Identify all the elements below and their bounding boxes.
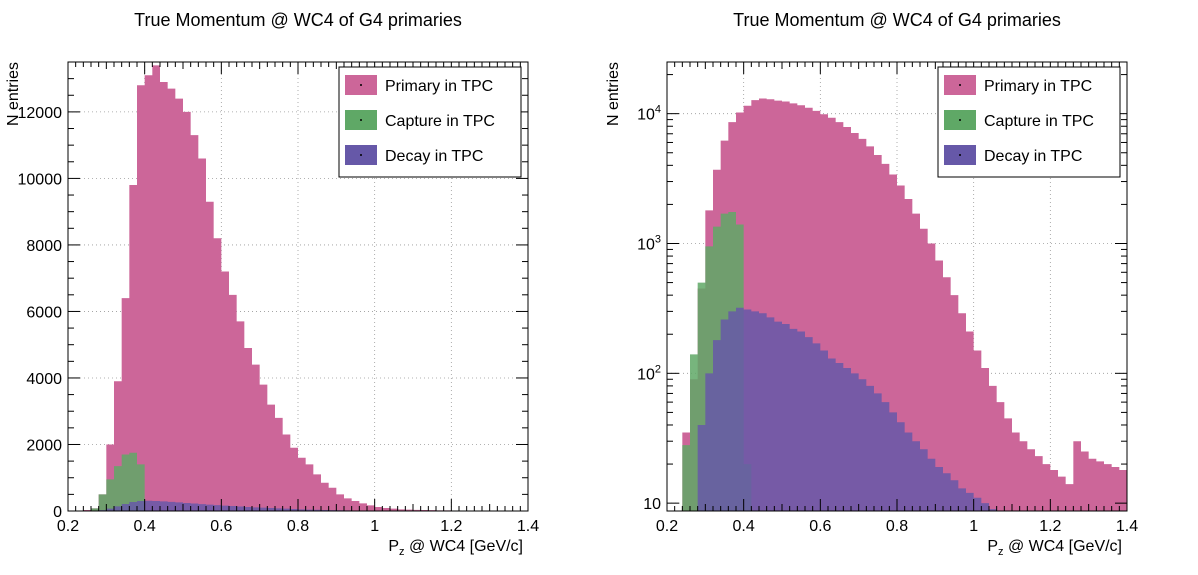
y-tick-label: 102 bbox=[637, 363, 661, 383]
x-tick-label: 1.4 bbox=[1116, 518, 1138, 535]
y-tick-label: 10000 bbox=[18, 171, 63, 188]
panel-log: True Momentum @ WC4 of G4 primaries 0.2 0… bbox=[605, 10, 1138, 558]
y-tick-label: 12000 bbox=[18, 105, 63, 122]
x-axis-label: Pz @ WC4 [GeV/c] bbox=[388, 538, 523, 558]
legend-label-primary: Primary in TPC bbox=[984, 78, 1092, 95]
x-axis-label-text: Pz @ WC4 [GeV/c] bbox=[388, 538, 523, 558]
x-tick-label: 1.2 bbox=[1039, 518, 1061, 535]
x-axis: 0.2 0.4 0.6 0.8 1 1.2 1.4 bbox=[656, 62, 1138, 535]
x-tick-label: 1.4 bbox=[517, 518, 539, 535]
histograms bbox=[667, 98, 1127, 511]
legend-marker bbox=[959, 84, 961, 86]
legend: Primary in TPC Capture in TPC Decay in TPC bbox=[937, 66, 1121, 178]
y-tick-label: 6000 bbox=[26, 304, 62, 321]
x-tick-label: 0.4 bbox=[134, 518, 156, 535]
histogram-primary bbox=[68, 65, 528, 511]
x-axis-label: Pz @ WC4 [GeV/c] bbox=[987, 538, 1122, 558]
y-axis-label: N entries bbox=[5, 62, 22, 126]
legend-label-primary: Primary in TPC bbox=[385, 78, 493, 95]
y-axis: 0 2000 4000 6000 8000 10000 12000 bbox=[18, 61, 528, 521]
x-tick-label: 1 bbox=[969, 518, 978, 535]
x-tick-label: 0.4 bbox=[733, 518, 755, 535]
y-tick-label: 10 bbox=[643, 496, 661, 513]
panel-linear: True Momentum @ WC4 of G4 primaries 0.2 0… bbox=[5, 10, 539, 558]
histogram-decay bbox=[667, 307, 1127, 511]
y-tick-label: 0 bbox=[53, 504, 62, 521]
plot-area: 0.2 0.4 0.6 0.8 1 1.2 1.4 10 102 103 104 Primary in… bbox=[637, 61, 1138, 535]
y-tick-label: 103 bbox=[637, 233, 661, 253]
legend-marker bbox=[360, 119, 362, 121]
y-axis-label: N entries bbox=[605, 62, 622, 126]
legend-label-decay: Decay in TPC bbox=[385, 148, 483, 165]
histogram-capture bbox=[68, 452, 528, 511]
y-axis: 10 102 103 104 bbox=[637, 74, 1127, 513]
legend-marker bbox=[959, 154, 961, 156]
legend-label-decay: Decay in TPC bbox=[984, 148, 1082, 165]
x-tick-label: 0.6 bbox=[210, 518, 232, 535]
x-tick-label: 1 bbox=[370, 518, 379, 535]
x-tick-label: 0.8 bbox=[886, 518, 908, 535]
x-tick-label: 0.2 bbox=[656, 518, 678, 535]
y-tick-label: 2000 bbox=[26, 437, 62, 454]
legend-marker bbox=[959, 119, 961, 121]
legend-marker bbox=[360, 154, 362, 156]
y-tick-label: 4000 bbox=[26, 371, 62, 388]
chart-title: True Momentum @ WC4 of G4 primaries bbox=[733, 10, 1061, 30]
plot-area: 0.2 0.4 0.6 0.8 1 1.2 1.4 0 2000 4000 6000 8000 1000… bbox=[18, 61, 539, 535]
y-tick-label: 8000 bbox=[26, 238, 62, 255]
x-tick-label: 0.2 bbox=[57, 518, 79, 535]
x-axis: 0.2 0.4 0.6 0.8 1 1.2 1.4 bbox=[57, 62, 539, 535]
x-tick-label: 1.2 bbox=[440, 518, 462, 535]
legend-label-capture: Capture in TPC bbox=[385, 113, 495, 130]
x-axis-label-text: Pz @ WC4 [GeV/c] bbox=[987, 538, 1122, 558]
legend-label-capture: Capture in TPC bbox=[984, 113, 1094, 130]
x-tick-label: 0.8 bbox=[287, 518, 309, 535]
y-tick-label: 104 bbox=[637, 104, 661, 124]
chart-title: True Momentum @ WC4 of G4 primaries bbox=[134, 10, 462, 30]
legend: Primary in TPC Capture in TPC Decay in TPC bbox=[338, 66, 522, 178]
legend-marker bbox=[360, 84, 362, 86]
x-tick-label: 0.6 bbox=[809, 518, 831, 535]
